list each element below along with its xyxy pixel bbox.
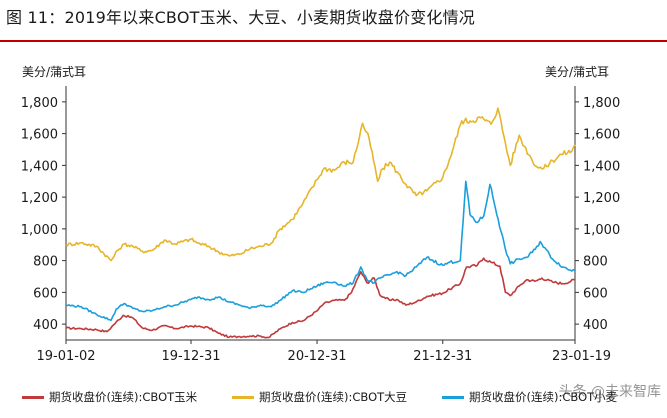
legend-item-wheat: 期货收盘价(连续):CBOT小麦 <box>442 389 617 405</box>
axes-layer: 400 400 600 600 800 800 1,000 1,000 1,200 1,200 1,… <box>21 86 620 364</box>
x-tick-label: 19-01-02 <box>36 349 95 364</box>
y-tick-label-left: 1,000 <box>21 223 58 238</box>
legend-label-soybean: 期货收盘价(连续):CBOT大豆 <box>259 390 408 404</box>
y-tick-label-right: 600 <box>583 286 608 301</box>
y-tick-label-right: 400 <box>583 318 608 333</box>
series-line-corn <box>65 257 576 339</box>
y-tick-label-left: 1,400 <box>21 159 58 174</box>
y-axis-unit-right: 美分/蒲式耳 <box>545 65 609 79</box>
y-tick-label-right: 800 <box>583 255 608 270</box>
x-tick-label: 20-12-31 <box>288 349 347 364</box>
y-tick-label-right: 1,200 <box>583 191 620 206</box>
legend-label-wheat: 期货收盘价(连续):CBOT小麦 <box>469 390 618 404</box>
y-tick-label-right: 1,800 <box>583 96 620 111</box>
series-layer <box>65 107 576 339</box>
legend-item-soybean: 期货收盘价(连续):CBOT大豆 <box>232 389 407 405</box>
y-tick-label-left: 1,800 <box>21 96 58 111</box>
y-tick-label-left: 1,200 <box>21 191 58 206</box>
figure-title: 图 11：2019年以来CBOT玉米、大豆、小麦期货收盘价变化情况 <box>6 8 475 27</box>
plot-area <box>66 86 575 340</box>
y-tick-label-left: 400 <box>33 318 58 333</box>
x-tick-label: 23-01-19 <box>552 349 611 364</box>
x-tick-label: 21-12-31 <box>413 349 472 364</box>
y-axis-unit-left: 美分/蒲式耳 <box>22 65 86 79</box>
legend-label-corn: 期货收盘价(连续):CBOT玉米 <box>49 390 198 404</box>
title-divider <box>0 40 667 42</box>
x-tick-label: 19-12-31 <box>162 349 221 364</box>
series-line-wheat <box>65 180 576 321</box>
watermark: 头条 @未来智库 <box>558 384 661 400</box>
chart-legend: 期货收盘价(连续):CBOT玉米 期货收盘价(连续):CBOT大豆 期货收盘价(… <box>0 389 667 409</box>
y-tick-label-left: 800 <box>33 255 58 270</box>
legend-item-corn: 期货收盘价(连续):CBOT玉米 <box>22 389 197 405</box>
series-line-soybean <box>65 107 576 262</box>
y-tick-label-right: 1,000 <box>583 223 620 238</box>
y-tick-label-right: 1,600 <box>583 128 620 143</box>
y-tick-label-right: 1,400 <box>583 159 620 174</box>
legend-swatch-soybean <box>232 395 254 399</box>
legend-swatch-corn <box>22 395 44 399</box>
y-tick-label-left: 600 <box>33 286 58 301</box>
legend-swatch-wheat <box>442 395 464 399</box>
y-tick-label-left: 1,600 <box>21 128 58 143</box>
